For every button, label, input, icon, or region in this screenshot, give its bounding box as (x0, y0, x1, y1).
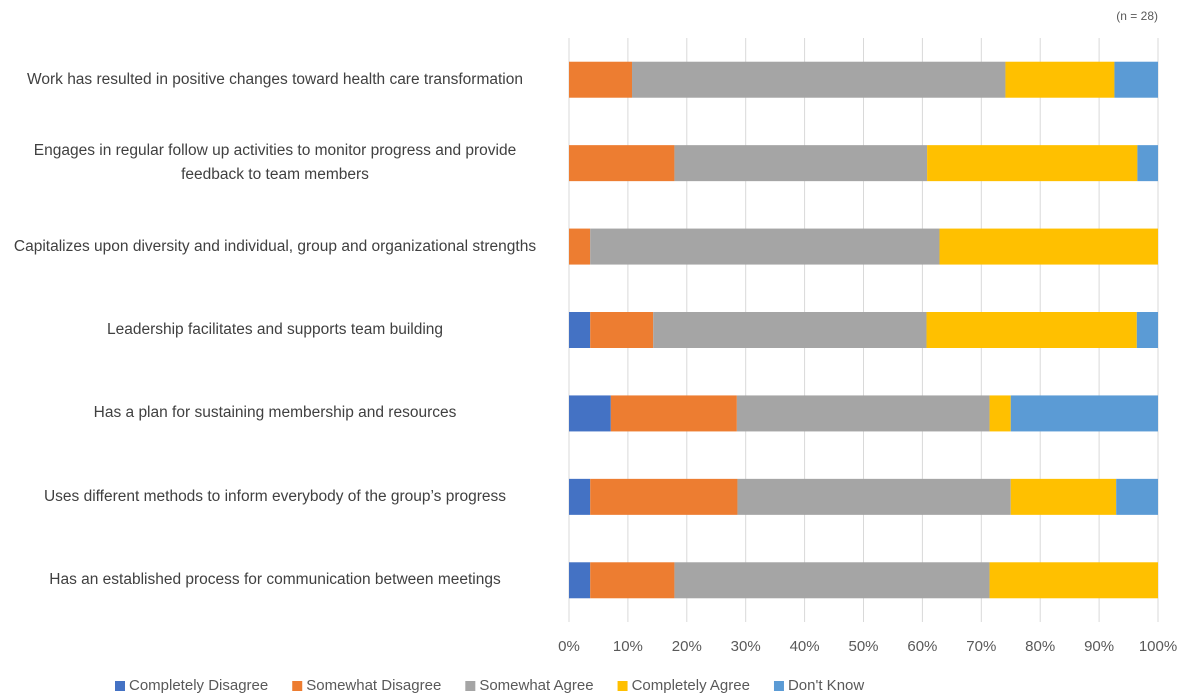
bar-segment (674, 145, 928, 182)
bar-segment (736, 395, 990, 432)
x-tick-label: 70% (966, 638, 996, 655)
bar-segment (569, 145, 675, 182)
category-label: Engages in regular follow up activities … (33, 142, 517, 184)
bar-segment (1005, 61, 1115, 98)
bar-segment (1116, 478, 1158, 515)
bar-segment (569, 478, 591, 515)
bar-segment (989, 395, 1011, 432)
x-tick-label: 100% (1139, 638, 1177, 655)
legend-label: Don't Know (788, 677, 864, 694)
legend-label: Somewhat Disagree (306, 677, 441, 694)
bar-segment (1010, 478, 1117, 515)
category-label: Has a plan for sustaining membership and… (93, 404, 457, 422)
bar-segment (927, 145, 1138, 182)
x-tick-label: 50% (848, 638, 878, 655)
bar-segment (569, 395, 611, 432)
legend-label: Completely Agree (632, 677, 750, 694)
bar-segment (939, 228, 1158, 265)
x-tick-label: 10% (613, 638, 643, 655)
x-tick-label: 80% (1025, 638, 1055, 655)
category-label: Work has resulted in positive changes to… (27, 70, 523, 88)
bar-segment (569, 61, 633, 98)
bar-segment (569, 312, 591, 348)
bar-segment (926, 312, 1137, 348)
bar-segment (737, 478, 1011, 515)
bar-segment (569, 562, 591, 599)
bar-segment (590, 312, 654, 348)
legend-swatch (115, 681, 125, 691)
x-tick-label: 90% (1084, 638, 1114, 655)
x-tick-label: 40% (790, 638, 820, 655)
bar-segment (1114, 61, 1158, 98)
bar-segment (1010, 395, 1158, 432)
x-tick-label: 0% (558, 638, 580, 655)
legend-swatch (292, 681, 303, 691)
legend-swatch (465, 681, 476, 691)
bar-segment (1137, 145, 1158, 182)
bar-segment (590, 562, 675, 599)
legend-label: Somewhat Agree (479, 677, 593, 694)
bar-segment (989, 562, 1158, 599)
bar-segment (590, 478, 738, 515)
x-tick-label: 60% (907, 638, 937, 655)
bar-segment (1136, 312, 1158, 348)
x-tick-label: 30% (731, 638, 761, 655)
bar-segment (610, 395, 737, 432)
bar-segment (632, 61, 1006, 98)
category-label: Has an established process for communica… (49, 571, 501, 589)
x-tick-label: 20% (672, 638, 702, 655)
bar-segment (653, 312, 927, 348)
bar-segment (590, 228, 940, 265)
legend-swatch (773, 681, 784, 691)
legend-swatch (617, 681, 628, 691)
bar-segment (569, 228, 591, 265)
category-label: Uses different methods to inform everybo… (43, 487, 507, 505)
category-label: Leadership facilitates and supports team… (106, 321, 444, 338)
annotation: (n = 28) (1116, 9, 1158, 23)
legend-label: Completely Disagree (129, 677, 268, 694)
bar-segment (674, 562, 990, 599)
category-label: Capitalizes upon diversity and individua… (13, 237, 537, 255)
